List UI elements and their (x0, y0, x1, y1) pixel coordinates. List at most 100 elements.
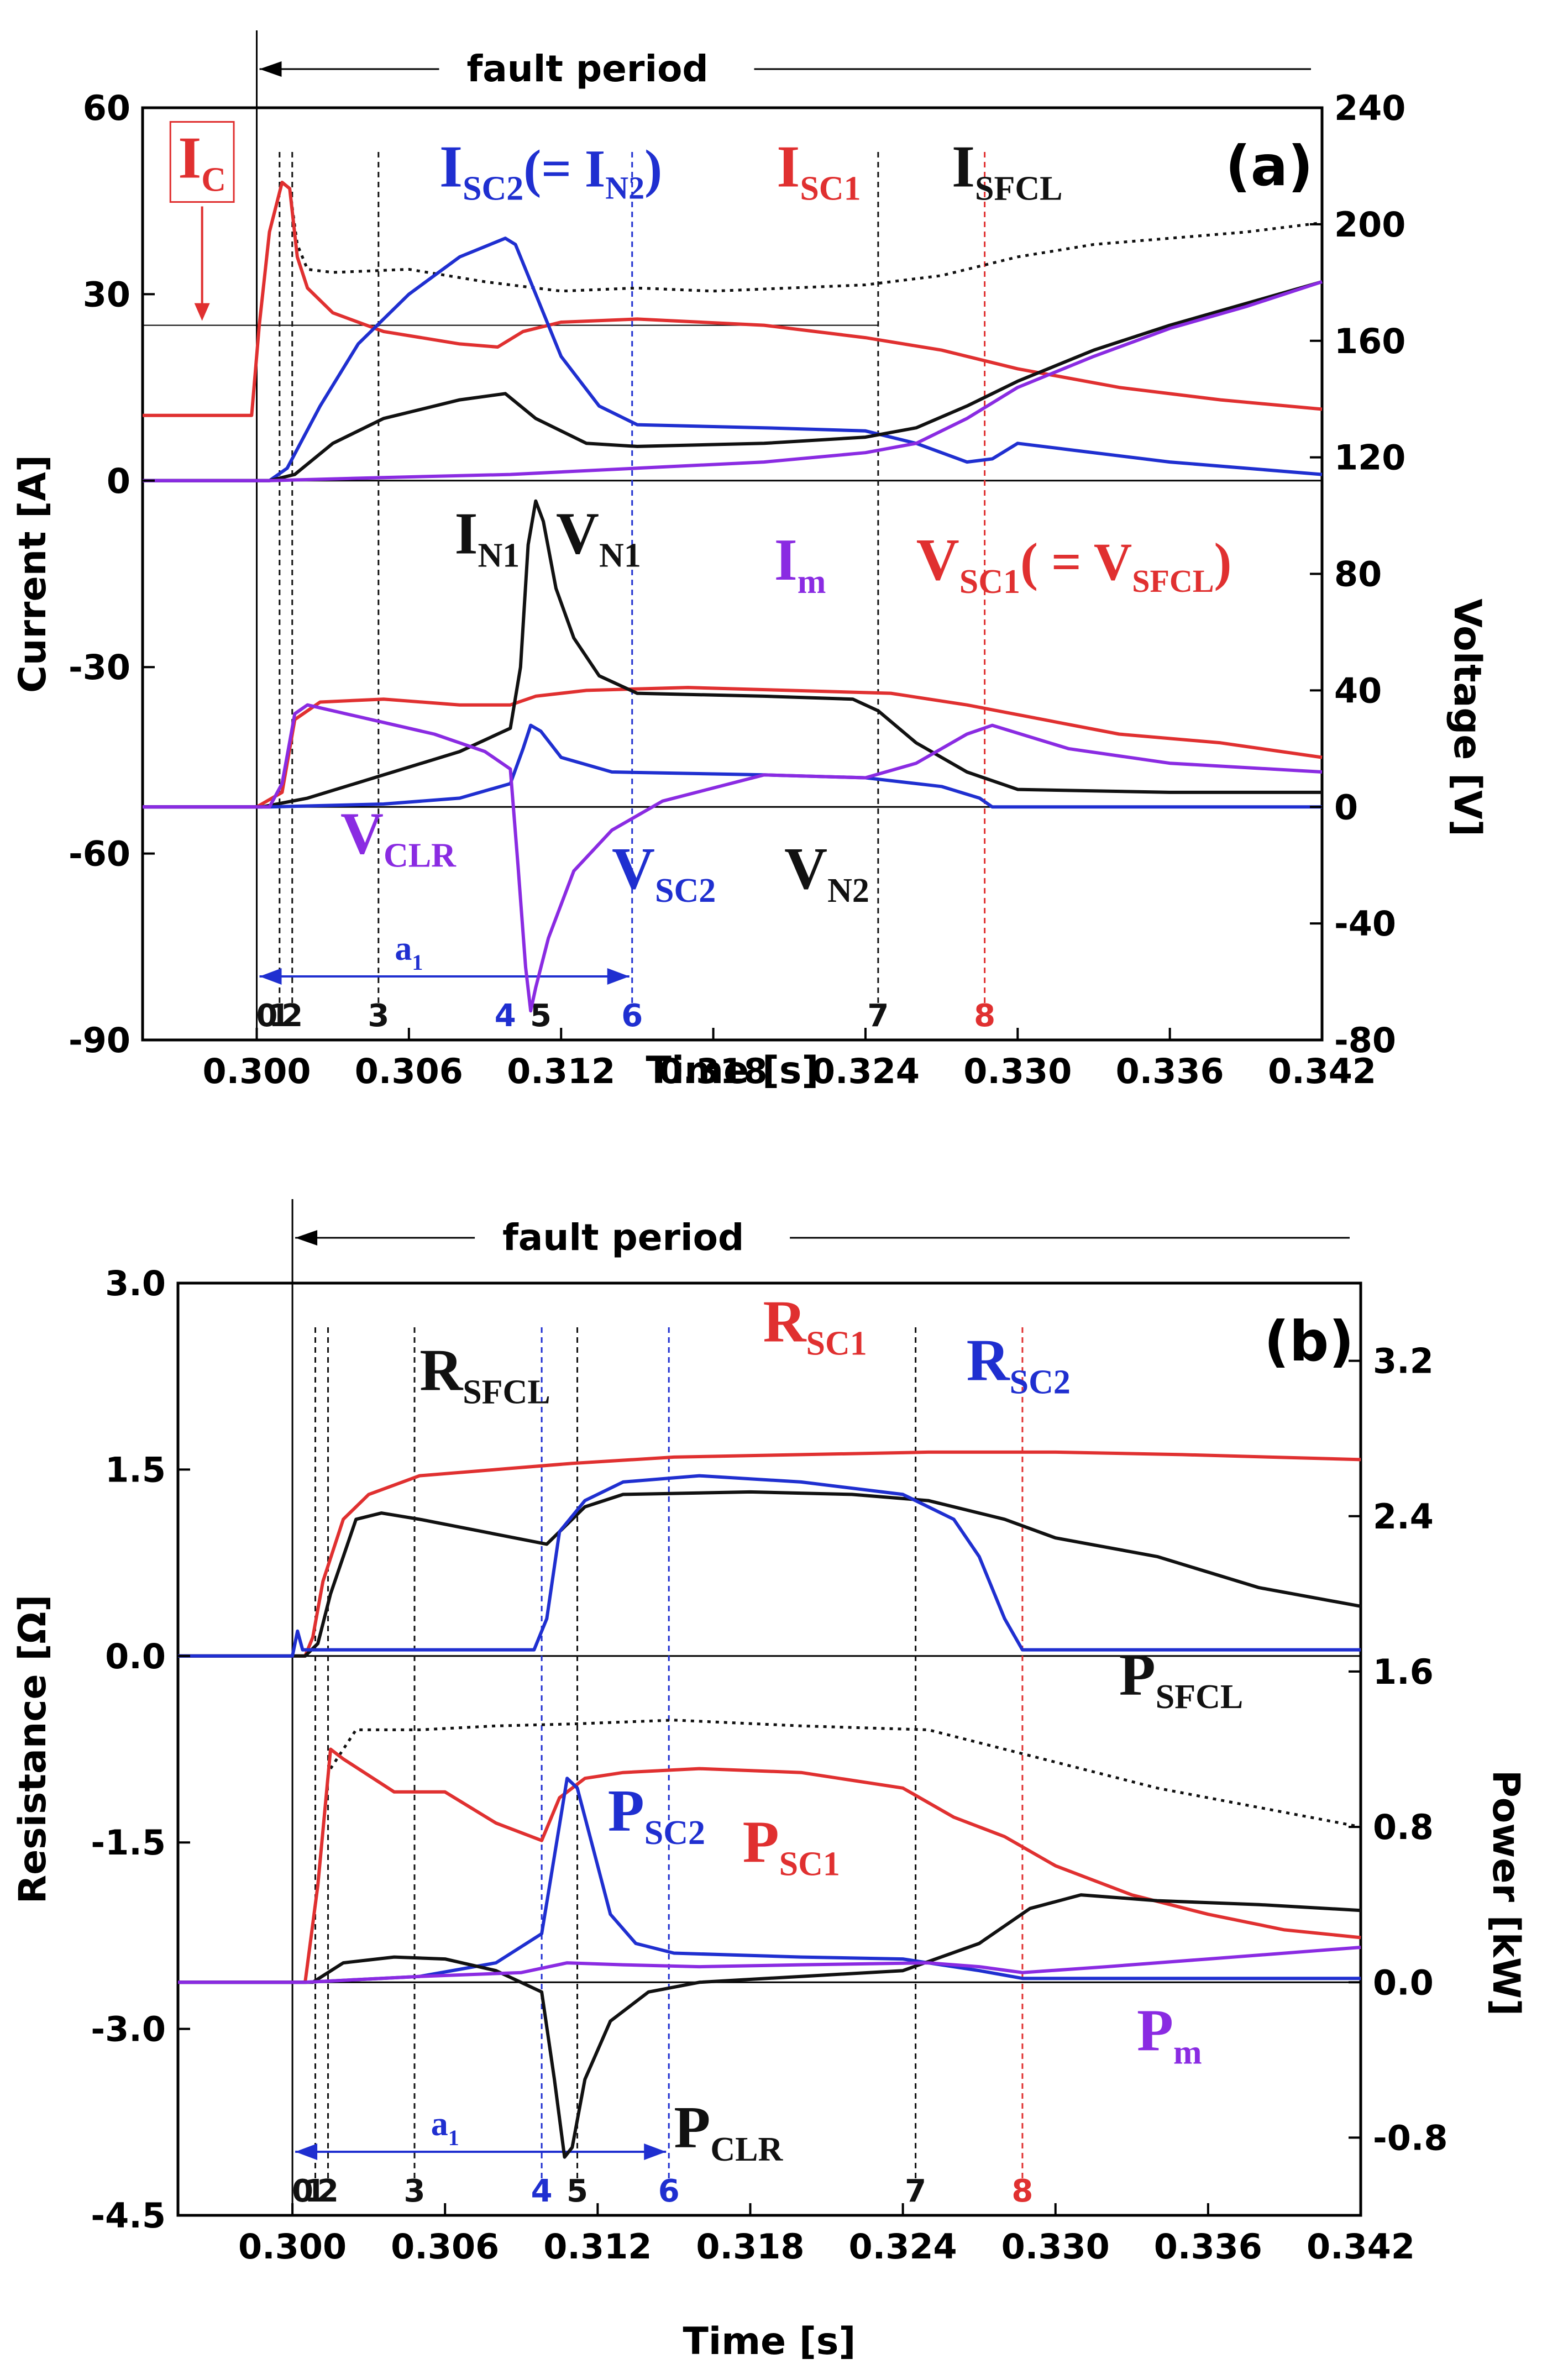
label-rsc2-main: R (967, 1328, 1010, 1394)
x-tick-label: 0.306 (391, 2226, 499, 2267)
label-isfcl-main: I (952, 134, 975, 199)
x-tick-label: 0.342 (1268, 1051, 1376, 1091)
label-psfcl-main: P (1119, 1642, 1156, 1708)
a1-arrow-head-right (607, 968, 630, 985)
label-isc1-sub: SC1 (800, 170, 861, 207)
marker-label-6: 6 (621, 998, 643, 1034)
y-tick-label-right: 0 (1334, 787, 1358, 827)
label-im: Im (774, 527, 826, 601)
x-tick-label: 0.336 (1154, 2226, 1262, 2267)
series-rsc2 (178, 1474, 1361, 1658)
y-tick-label-right: 160 (1334, 321, 1405, 361)
y-tick-label-right: 200 (1334, 204, 1405, 245)
marker-label-7: 7 (867, 998, 889, 1034)
fault-period-label: fault period (502, 1216, 744, 1259)
label-vsc2: VSC2 (612, 836, 716, 910)
label-isc2-tail-end: ) (644, 139, 662, 198)
marker-label-0: 0 (256, 998, 277, 1034)
marker-label-1: 1 (305, 2173, 326, 2209)
y-tick-label-left: 60 (83, 88, 130, 128)
series-isc1 (143, 181, 1323, 417)
marker-label-1: 1 (269, 998, 290, 1034)
series-rsc1 (178, 1450, 1361, 1658)
label-ic-sub: C (201, 161, 226, 199)
marker-label-4: 4 (495, 998, 516, 1034)
label-isfcl: ISFCL (952, 134, 1063, 207)
y-tick-label-left: 0.0 (105, 1636, 166, 1677)
a1-arrow-head-left (295, 2143, 318, 2160)
label-ic-main: I (178, 125, 201, 191)
x-axis-title: Time [s] (683, 2320, 856, 2363)
y-tick-label-left: -3.0 (91, 2009, 166, 2050)
y-axis-title-left: Resistance [Ω] (11, 1595, 55, 1904)
label-psc2: PSC2 (608, 1778, 705, 1852)
label-vclr-main: V (340, 801, 384, 867)
label-vn1-main: V (556, 501, 599, 567)
label-isfcl-sub: SFCL (975, 170, 1062, 207)
label-ic: IC (178, 125, 226, 199)
y-tick-label-right: 1.6 (1373, 1652, 1434, 1692)
x-tick-label: 0.306 (355, 1051, 463, 1091)
a1-arrow-head-right (644, 2143, 667, 2160)
label-ic-box (169, 121, 235, 203)
label-rsc1-sub: SC1 (806, 1325, 867, 1362)
a1-label: a1 (431, 2105, 459, 2150)
marker-label-2: 2 (281, 998, 303, 1034)
label-isc2-sub: SC2 (463, 170, 523, 207)
y-tick-label-right: 80 (1334, 554, 1382, 595)
label-pm-main: P (1137, 1998, 1173, 2063)
y-tick-label-right: 120 (1334, 438, 1405, 478)
fault-arrow-head (259, 61, 282, 77)
label-isc2-tail: (= I (523, 139, 605, 198)
series-vsc1-vsfcl- (143, 686, 1323, 809)
label-psfcl-sub: SFCL (1156, 1678, 1243, 1716)
label-vclr-sub: CLR (384, 837, 457, 875)
label-psc1: PSC1 (743, 1809, 840, 1883)
y-tick-label-left: -4.5 (91, 2195, 166, 2236)
x-tick-label: 0.330 (1001, 2226, 1110, 2267)
y-tick-label-right: 3.2 (1373, 1341, 1434, 1381)
x-tick-label: 0.336 (1116, 1051, 1224, 1091)
label-im-main: I (774, 527, 798, 593)
x-tick-label: 0.300 (202, 1051, 311, 1091)
label-rsfcl-main: R (419, 1337, 463, 1403)
plot-frame (176, 1281, 1362, 2217)
y-tick-label-right: -80 (1334, 1020, 1396, 1060)
y-tick-label-left: 0 (107, 461, 130, 501)
label-in1: IN1 (454, 501, 520, 575)
label-vn1: VN1 (556, 501, 641, 575)
label-in1-sub: N1 (478, 537, 520, 575)
label-vsc1-tail: ( = V (1020, 532, 1132, 591)
label-rsc1-main: R (763, 1289, 806, 1354)
label-vn2: VN2 (784, 836, 869, 910)
y-tick-label-left: 30 (83, 274, 130, 314)
marker-label-3: 3 (368, 998, 389, 1034)
label-vsc1-main: V (916, 527, 959, 593)
y-tick-label-right: 40 (1334, 670, 1382, 711)
label-isc2: ISC2(= IN2) (439, 134, 662, 207)
label-vsc1-tail-end: ) (1214, 532, 1232, 591)
series-pm (178, 1946, 1361, 1984)
x-tick-label: 0.324 (849, 2226, 957, 2267)
x-tick-label: 0.312 (543, 2226, 652, 2267)
x-tick-label: 0.312 (507, 1051, 615, 1091)
label-ic-arrow-head (194, 303, 210, 321)
label-isc1-main: I (777, 134, 800, 199)
y-axis-title-left: Current [A] (11, 455, 55, 693)
y-tick-label-right: 0.0 (1373, 1962, 1434, 2003)
y-tick-label-left: 1.5 (105, 1449, 166, 1490)
series-in1 (143, 280, 1323, 482)
a1-label: a1 (395, 930, 423, 975)
x-tick-label: 0.324 (811, 1051, 920, 1091)
fault-arrow-head (295, 1230, 318, 1246)
marker-label-4: 4 (531, 2173, 553, 2209)
marker-label-8: 8 (1011, 2173, 1033, 2209)
label-vsc1-tail-sub: SFCL (1132, 563, 1214, 599)
series-pclr (178, 1893, 1361, 2159)
label-vn1-sub: N1 (599, 537, 641, 575)
x-axis-title: Time [s] (646, 1049, 819, 1092)
y-tick-label-right: -0.8 (1373, 2118, 1448, 2158)
label-psc2-main: P (608, 1778, 644, 1844)
